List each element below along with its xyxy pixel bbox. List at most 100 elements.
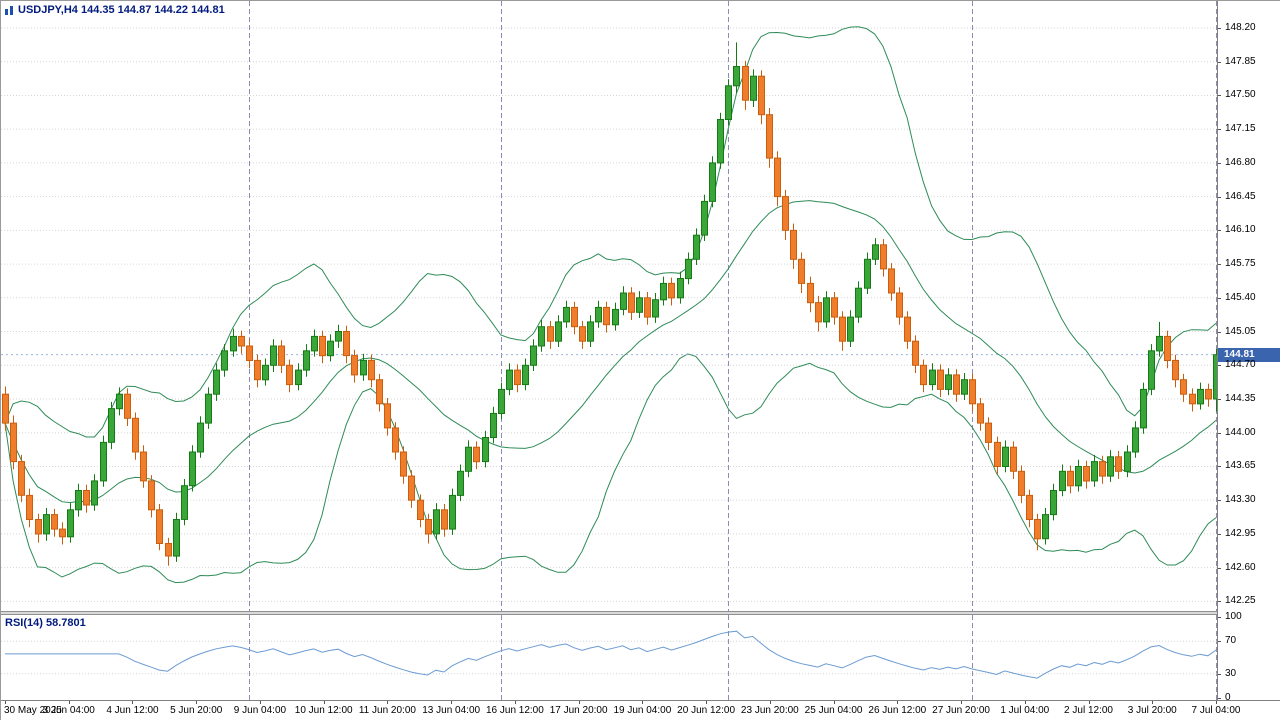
time-tick-mark bbox=[323, 701, 325, 704]
chart-title-text: USDJPY,H4 144.35 144.87 144.22 144.81 bbox=[18, 4, 225, 16]
axis-tick-mark bbox=[1218, 162, 1221, 164]
axis-tick-mark bbox=[1218, 95, 1221, 97]
axis-tick-mark bbox=[1218, 617, 1221, 618]
time-tick-label: 16 Jun 12:00 bbox=[485, 705, 544, 716]
axis-tick-label: 146.80 bbox=[1225, 156, 1256, 168]
pane-divider[interactable] bbox=[1, 611, 1280, 615]
axis-tick-mark bbox=[1218, 500, 1221, 502]
axis-tick-label: 100 bbox=[1225, 611, 1242, 622]
time-tick-label: 25 Jun 04:00 bbox=[804, 705, 863, 716]
price-axis[interactable]: 144.81 148.20 147.85 147.50 147.15 146.80 146… bbox=[1217, 1, 1280, 703]
axis-tick-mark bbox=[1218, 27, 1221, 29]
time-tick-mark bbox=[1088, 701, 1090, 704]
rsi-canvas[interactable] bbox=[1, 615, 1217, 700]
week-separators bbox=[249, 615, 1217, 700]
axis-tick-label: 146.45 bbox=[1225, 190, 1256, 202]
time-tick-mark bbox=[1024, 701, 1026, 704]
bollinger-bands bbox=[4, 26, 1217, 584]
candlestick-series bbox=[2, 42, 1217, 566]
time-tick-mark bbox=[387, 701, 389, 704]
time-tick-label: 26 Jun 12:00 bbox=[868, 705, 927, 716]
time-tick-label: 9 Jun 04:00 bbox=[233, 705, 287, 716]
time-tick-mark bbox=[897, 701, 899, 704]
time-tick-mark bbox=[578, 701, 580, 704]
axis-tick-mark bbox=[1218, 129, 1221, 131]
axis-tick-mark bbox=[1218, 567, 1221, 569]
time-tick-mark bbox=[451, 701, 453, 704]
chart-title: USDJPY,H4 144.35 144.87 144.22 144.81 bbox=[5, 4, 225, 16]
time-tick-label: 19 Jun 04:00 bbox=[613, 705, 672, 716]
time-tick-label: 2 Jul 12:00 bbox=[1064, 705, 1113, 716]
axis-tick-label: 30 bbox=[1225, 667, 1237, 679]
time-tick-mark bbox=[1152, 701, 1154, 704]
axis-tick-mark bbox=[1218, 698, 1221, 699]
axis-tick-mark bbox=[1218, 230, 1221, 232]
axis-tick-label: 147.50 bbox=[1225, 89, 1256, 101]
bollinger-lower-band bbox=[4, 353, 1217, 584]
axis-tick-label: 143.65 bbox=[1225, 460, 1256, 472]
axis-tick-mark bbox=[1218, 196, 1221, 198]
axis-tick-label: 0 bbox=[1225, 692, 1231, 703]
axis-tick-label: 142.95 bbox=[1225, 527, 1256, 539]
axis-tick-label: 145.40 bbox=[1225, 291, 1256, 303]
time-tick-label: 7 Jul 04:00 bbox=[1191, 705, 1241, 716]
time-tick-mark bbox=[68, 701, 70, 704]
axis-tick-label: 147.85 bbox=[1225, 55, 1256, 67]
time-tick-mark bbox=[196, 701, 198, 704]
time-tick-label: 27 Jun 20:00 bbox=[932, 705, 990, 716]
time-tick-label: 1 Jul 04:00 bbox=[1000, 705, 1050, 716]
axis-tick-label: 145.75 bbox=[1225, 258, 1256, 270]
axis-tick-mark bbox=[1218, 297, 1221, 299]
bollinger-upper-band bbox=[4, 26, 1217, 438]
time-tick-label: 23 Jun 20:00 bbox=[740, 705, 799, 716]
axis-tick-mark bbox=[1218, 264, 1221, 266]
time-tick-mark bbox=[706, 701, 708, 704]
time-tick-label: 3 Jul 20:00 bbox=[1127, 705, 1177, 716]
axis-tick-label: 146.10 bbox=[1225, 224, 1256, 236]
axis-tick-mark bbox=[1218, 61, 1221, 63]
axis-tick-mark bbox=[1218, 398, 1221, 400]
time-tick-mark bbox=[961, 701, 963, 704]
current-price-badge: 144.81 bbox=[1218, 347, 1280, 362]
axis-tick-mark bbox=[1218, 365, 1221, 367]
time-tick-mark bbox=[769, 701, 771, 704]
time-tick-label: 17 Jun 20:00 bbox=[549, 705, 608, 716]
axis-tick-mark bbox=[1218, 432, 1221, 434]
axis-tick-mark bbox=[1218, 641, 1221, 643]
time-tick-mark bbox=[642, 701, 644, 704]
time-tick-label: 10 Jun 12:00 bbox=[294, 705, 353, 716]
time-tick-mark bbox=[132, 701, 134, 704]
axis-tick-mark bbox=[1218, 331, 1221, 333]
main-chart-pane[interactable]: USDJPY,H4 144.35 144.87 144.22 144.81 bbox=[1, 1, 1217, 611]
axis-tick-label: 142.25 bbox=[1225, 595, 1256, 607]
time-tick-mark bbox=[259, 701, 261, 704]
axis-tick-label: 148.20 bbox=[1225, 21, 1256, 33]
time-tick-label: 4 Jun 12:00 bbox=[106, 705, 159, 716]
time-tick-mark bbox=[833, 701, 835, 704]
rsi-line bbox=[5, 630, 1217, 679]
axis-tick-mark bbox=[1218, 466, 1221, 468]
axis-tick-mark bbox=[1218, 601, 1221, 603]
time-tick-label: 13 Jun 04:00 bbox=[422, 705, 481, 716]
time-tick-mark bbox=[5, 701, 6, 704]
time-tick-label: 5 Jun 20:00 bbox=[170, 705, 223, 716]
axis-tick-mark bbox=[1218, 673, 1221, 675]
time-tick-label: 3 Jun 04:00 bbox=[42, 705, 95, 716]
axis-tick-label: 143.30 bbox=[1225, 494, 1256, 506]
week-separators bbox=[249, 1, 1217, 611]
time-axis[interactable]: 30 May 2025 3 Jun 04:00 4 Jun 12:00 5 Jun 2… bbox=[1, 700, 1280, 721]
bollinger-middle-band bbox=[4, 200, 1217, 504]
axis-tick-label: 147.15 bbox=[1225, 123, 1256, 135]
rsi-pane[interactable]: RSI(14) 58.7801 bbox=[1, 615, 1217, 700]
main-chart-canvas[interactable] bbox=[1, 1, 1217, 611]
time-tick-label: 20 Jun 12:00 bbox=[677, 705, 736, 716]
axis-tick-label: 144.00 bbox=[1225, 426, 1256, 438]
time-tick-label: 30 May 2025 bbox=[4, 705, 62, 716]
axis-tick-mark bbox=[1218, 533, 1221, 535]
time-tick-mark bbox=[1216, 701, 1217, 704]
axis-tick-label: 70 bbox=[1225, 635, 1237, 647]
rsi-indicator-label: RSI(14) 58.7801 bbox=[5, 617, 86, 629]
axis-tick-label: 145.05 bbox=[1225, 325, 1256, 337]
axis-tick-label: 142.60 bbox=[1225, 561, 1256, 573]
